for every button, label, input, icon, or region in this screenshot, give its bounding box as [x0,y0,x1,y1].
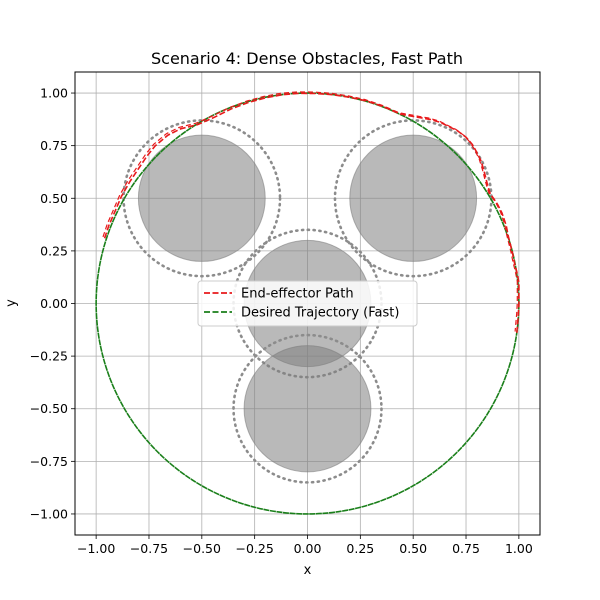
y-tick-label: 1.00 [40,86,68,101]
x-tick-label: 0.75 [452,541,480,556]
x-tick-label: 1.00 [505,541,533,556]
y-axis-ticks: −1.00 −0.75 −0.50 −0.25 0.00 0.25 0.50 0.75 1.00 [30,86,75,521]
y-tick-label: −0.25 [30,349,68,364]
y-tick-label: 0.50 [40,191,68,206]
x-tick-label: 0.25 [346,541,374,556]
end-effector-path-line [102,91,518,332]
series-lines [95,91,520,515]
chart-title: Scenario 4: Dense Obstacles, Fast Path [151,49,463,68]
legend: End-effector Path Desired Trajectory (Fas… [197,280,418,327]
y-tick-label: 0.25 [40,243,68,258]
x-tick-label: −0.75 [130,541,168,556]
legend-label: Desired Trajectory (Fast) [241,306,399,321]
x-tick-label: −0.50 [183,541,221,556]
x-tick-label: 0.00 [294,541,322,556]
y-axis-label: y [4,299,19,307]
obstacle-circle [243,345,372,473]
x-axis-ticks: −1.00 −0.75 −0.50 −0.25 0.00 0.25 0.50 0.75 1.00 [77,535,533,556]
y-tick-label: −0.50 [30,401,68,416]
x-tick-label: −1.00 [77,541,115,556]
obstacles [122,119,493,484]
y-tick-label: 0.75 [40,138,68,153]
y-tick-label: 0.00 [40,296,68,311]
legend-label: End-effector Path [241,287,354,302]
obstacle-safety-margin [232,333,383,484]
legend-box [197,280,418,327]
y-tick-label: −1.00 [30,506,68,521]
x-tick-label: −0.25 [236,541,274,556]
plot-area: −1.00 −0.75 −0.50 −0.25 0.00 0.25 0.50 0.75 1.00… [30,71,541,556]
y-tick-label: −0.75 [30,454,68,469]
obstacle-circle [349,134,478,262]
obstacle-circle [137,134,266,262]
x-tick-label: 0.50 [399,541,427,556]
end-effector-path-line [103,92,520,334]
x-axis-label: x [304,563,312,578]
